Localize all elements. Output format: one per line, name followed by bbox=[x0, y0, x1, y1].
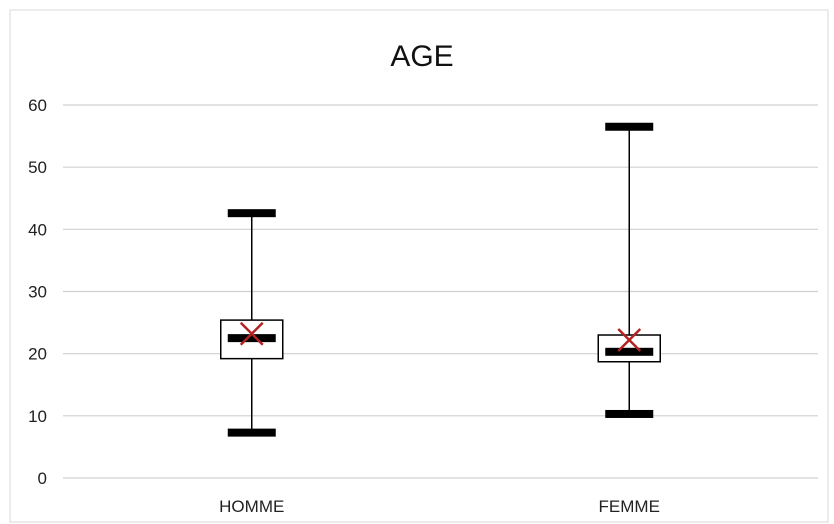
x-axis-categories: HOMME FEMME bbox=[219, 497, 660, 516]
median-marker bbox=[605, 347, 654, 356]
chart-title: AGE bbox=[390, 40, 453, 73]
y-tick-label: 30 bbox=[28, 283, 47, 302]
max-cap bbox=[227, 209, 276, 218]
boxplots bbox=[220, 122, 661, 437]
grid-lines bbox=[63, 104, 818, 479]
min-cap bbox=[605, 409, 654, 418]
mean-marker-stroke-b bbox=[617, 328, 642, 352]
x-category-label-femme: FEMME bbox=[599, 497, 660, 516]
mean-marker-stroke-b bbox=[239, 321, 264, 346]
y-tick-label: 60 bbox=[28, 96, 47, 115]
y-tick-label: 40 bbox=[28, 220, 47, 239]
boxplot-homme bbox=[220, 209, 284, 437]
median-marker bbox=[227, 334, 276, 343]
max-cap bbox=[605, 122, 654, 131]
x-category-label-homme: HOMME bbox=[219, 497, 284, 516]
boxplot-femme bbox=[597, 122, 661, 418]
y-tick-label: 10 bbox=[28, 407, 47, 426]
y-tick-label: 50 bbox=[28, 158, 47, 177]
y-tick-label: 20 bbox=[28, 345, 47, 364]
chart-border bbox=[9, 9, 829, 523]
min-cap bbox=[227, 428, 276, 437]
y-axis-ticks: 0 10 20 30 40 50 60 bbox=[28, 96, 47, 488]
y-tick-label: 0 bbox=[38, 469, 47, 488]
